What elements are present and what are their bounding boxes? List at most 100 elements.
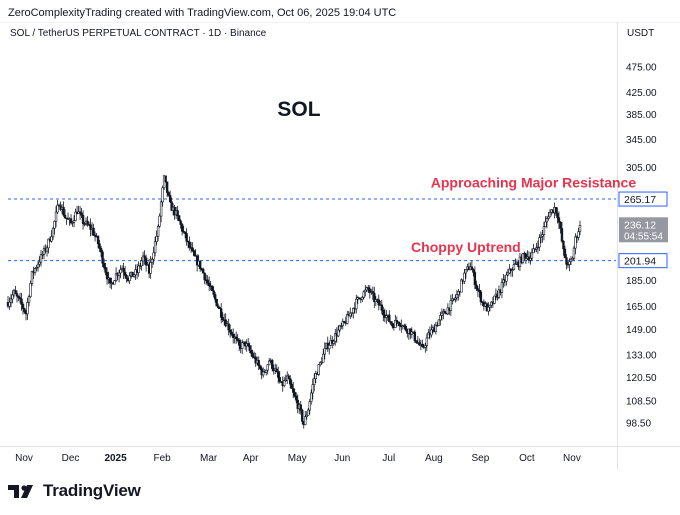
- candle: [215, 298, 218, 307]
- candle: [557, 211, 561, 229]
- y-tick-label: 385.00: [626, 110, 657, 121]
- candle: [143, 250, 146, 265]
- candle-body: [284, 379, 287, 382]
- candle-body: [18, 297, 22, 300]
- candle-body: [437, 319, 441, 326]
- candle-body: [143, 255, 146, 259]
- candle-body: [574, 236, 577, 249]
- candle: [254, 352, 257, 367]
- candle-body: [185, 233, 188, 242]
- y-tick-label: 185.00: [626, 276, 657, 287]
- candle: [476, 285, 480, 297]
- candle: [35, 264, 38, 272]
- candle: [479, 290, 483, 306]
- candle-body: [295, 395, 298, 401]
- candle-body: [394, 320, 397, 329]
- candle: [340, 322, 343, 330]
- x-tick-label: Nov: [563, 453, 581, 464]
- candle-body: [290, 383, 293, 389]
- candle-body: [254, 356, 257, 364]
- candle-body: [443, 311, 447, 314]
- candle: [23, 307, 26, 314]
- candle-body: [30, 270, 34, 284]
- candle: [430, 324, 433, 338]
- candle: [144, 254, 148, 272]
- candle: [455, 290, 459, 302]
- candle: [415, 340, 418, 344]
- candle: [560, 221, 564, 243]
- tradingview-logo-text: TradingView: [43, 481, 141, 500]
- candle-body: [69, 218, 73, 224]
- candle-body: [117, 272, 121, 276]
- candle-body: [41, 254, 44, 256]
- candle-body: [96, 235, 100, 245]
- candle: [352, 307, 355, 319]
- candle-body: [529, 257, 532, 261]
- candle-body: [165, 181, 169, 193]
- candle-body: [21, 304, 25, 310]
- candle: [322, 349, 325, 363]
- candle-body: [179, 220, 182, 225]
- y-tick-layer: 475.00 425.00 385.00 345.00 305.00 185.00 165.…: [626, 63, 657, 430]
- chart-frame[interactable]: SOL / TetherUS PERPETUAL CONTRACT · 1D ·…: [0, 21, 680, 470]
- candle-body: [268, 360, 271, 366]
- candle-body: [296, 399, 299, 409]
- candle: [198, 260, 202, 272]
- candle: [170, 197, 173, 211]
- candle: [296, 394, 299, 414]
- candle: [158, 213, 161, 228]
- candle-body: [524, 253, 528, 259]
- candle-body: [56, 204, 59, 213]
- candle-body: [397, 321, 400, 324]
- candle-body: [307, 409, 310, 416]
- candle-body: [449, 300, 453, 311]
- candle-body: [221, 317, 224, 321]
- candle: [9, 293, 13, 308]
- candle-body: [89, 224, 92, 230]
- candle-body: [180, 224, 184, 232]
- candle: [277, 366, 280, 384]
- candle-body: [266, 364, 269, 371]
- candle: [544, 216, 547, 228]
- candle-body: [454, 297, 457, 300]
- candle-body: [572, 247, 576, 259]
- candle: [395, 316, 399, 327]
- candle: [65, 217, 68, 225]
- candle: [371, 286, 374, 300]
- candle: [63, 209, 67, 219]
- candle: [180, 223, 184, 236]
- candle-body: [71, 222, 74, 224]
- candle: [42, 245, 46, 260]
- candle: [404, 323, 408, 332]
- candle: [493, 295, 496, 305]
- candle-body: [578, 224, 582, 233]
- candle-body: [216, 305, 220, 308]
- candle-body: [259, 365, 262, 369]
- candle-body: [278, 377, 281, 382]
- candle-body: [140, 260, 143, 267]
- candle-body: [559, 221, 562, 229]
- candle: [210, 285, 214, 292]
- candle: [266, 364, 269, 375]
- candle: [355, 294, 358, 314]
- tradingview-logo[interactable]: TradingView: [8, 481, 141, 501]
- candle-body: [236, 338, 239, 341]
- candle-body: [47, 238, 50, 249]
- candle: [283, 376, 286, 388]
- candle: [271, 358, 274, 372]
- candle-body: [434, 324, 438, 333]
- candle-body: [257, 360, 260, 366]
- candle-body: [131, 271, 134, 277]
- candle: [150, 257, 154, 268]
- level-price-tag: [618, 191, 668, 207]
- price-chart[interactable]: SOL / TetherUS PERPETUAL CONTRACT · 1D ·…: [0, 21, 680, 470]
- candle-body: [114, 273, 118, 281]
- candle: [167, 191, 170, 197]
- candle-body: [74, 211, 77, 221]
- candle: [265, 369, 268, 376]
- candle-body: [545, 218, 549, 223]
- candle: [425, 333, 429, 352]
- candle: [332, 339, 335, 347]
- candle-body: [391, 323, 394, 327]
